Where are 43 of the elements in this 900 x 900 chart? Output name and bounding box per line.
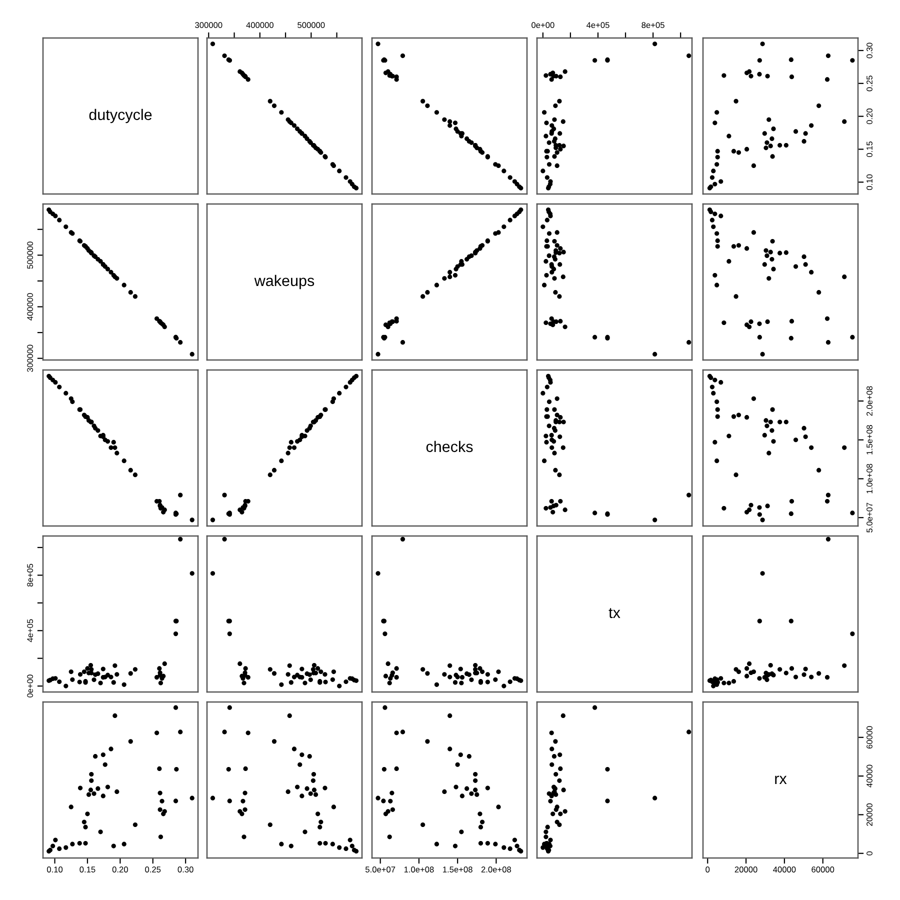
y-tick-label: 0e+00	[27, 674, 34, 698]
x-tick-label: 300000	[195, 22, 222, 28]
y-tick-label: 40000	[866, 764, 872, 788]
x-tick-label: 0e+00	[532, 22, 554, 28]
text: checks	[426, 440, 473, 452]
y-tick-label: 300000	[27, 344, 34, 372]
y-tick-label: 0.10	[866, 174, 872, 190]
y-tick-label: 0.20	[866, 108, 872, 124]
x-tick-label: 1.0e+08	[404, 866, 434, 872]
x-tick-label: 60000	[812, 866, 834, 872]
y-tick-label: 1.0e+08	[866, 464, 872, 494]
x-tick-label: 0	[706, 866, 710, 872]
y-tick-label: 0.30	[866, 42, 872, 58]
text: dutycycle	[89, 108, 152, 124]
y-tick-label: 500000	[27, 242, 34, 269]
text: wakeups	[254, 274, 314, 290]
y-tick-label: 0	[866, 851, 872, 856]
x-tick-label: 40000	[773, 866, 796, 872]
y-tick-label: 20000	[866, 803, 872, 826]
x-tick-label: 0.15	[80, 866, 96, 872]
x-tick-label: 0.20	[112, 866, 128, 872]
y-tick-label: 4e+05	[27, 619, 34, 642]
y-tick-label: 2.0e+08	[866, 386, 872, 416]
x-tick-label: 5.0e+07	[366, 866, 396, 872]
y-tick-label: 400000	[27, 293, 34, 320]
x-tick-label: 500000	[298, 22, 325, 28]
x-tick-label: 4e+05	[586, 22, 610, 28]
x-tick-label: 20000	[734, 866, 758, 872]
y-tick-label: 8e+05	[27, 564, 34, 587]
x-tick-label: 400000	[246, 22, 274, 28]
y-tick-label: 0.15	[866, 141, 872, 158]
y-tick-label: 0.25	[866, 76, 872, 92]
y-tick-label: 60000	[866, 726, 872, 749]
x-tick-label: 1.5e+08	[443, 866, 472, 872]
x-tick-label: 8e+05	[642, 22, 664, 28]
text: rx	[775, 776, 787, 784]
text: tx	[608, 608, 620, 618]
x-tick-label: 2.0e+08	[481, 866, 511, 872]
y-tick-label: 1.5e+08	[866, 425, 872, 454]
y-tick-label: 5.0e+07	[866, 502, 872, 532]
x-tick-label: 0.30	[178, 866, 194, 872]
x-tick-label: 0.10	[46, 866, 63, 872]
x-tick-label: 0.25	[145, 866, 161, 872]
